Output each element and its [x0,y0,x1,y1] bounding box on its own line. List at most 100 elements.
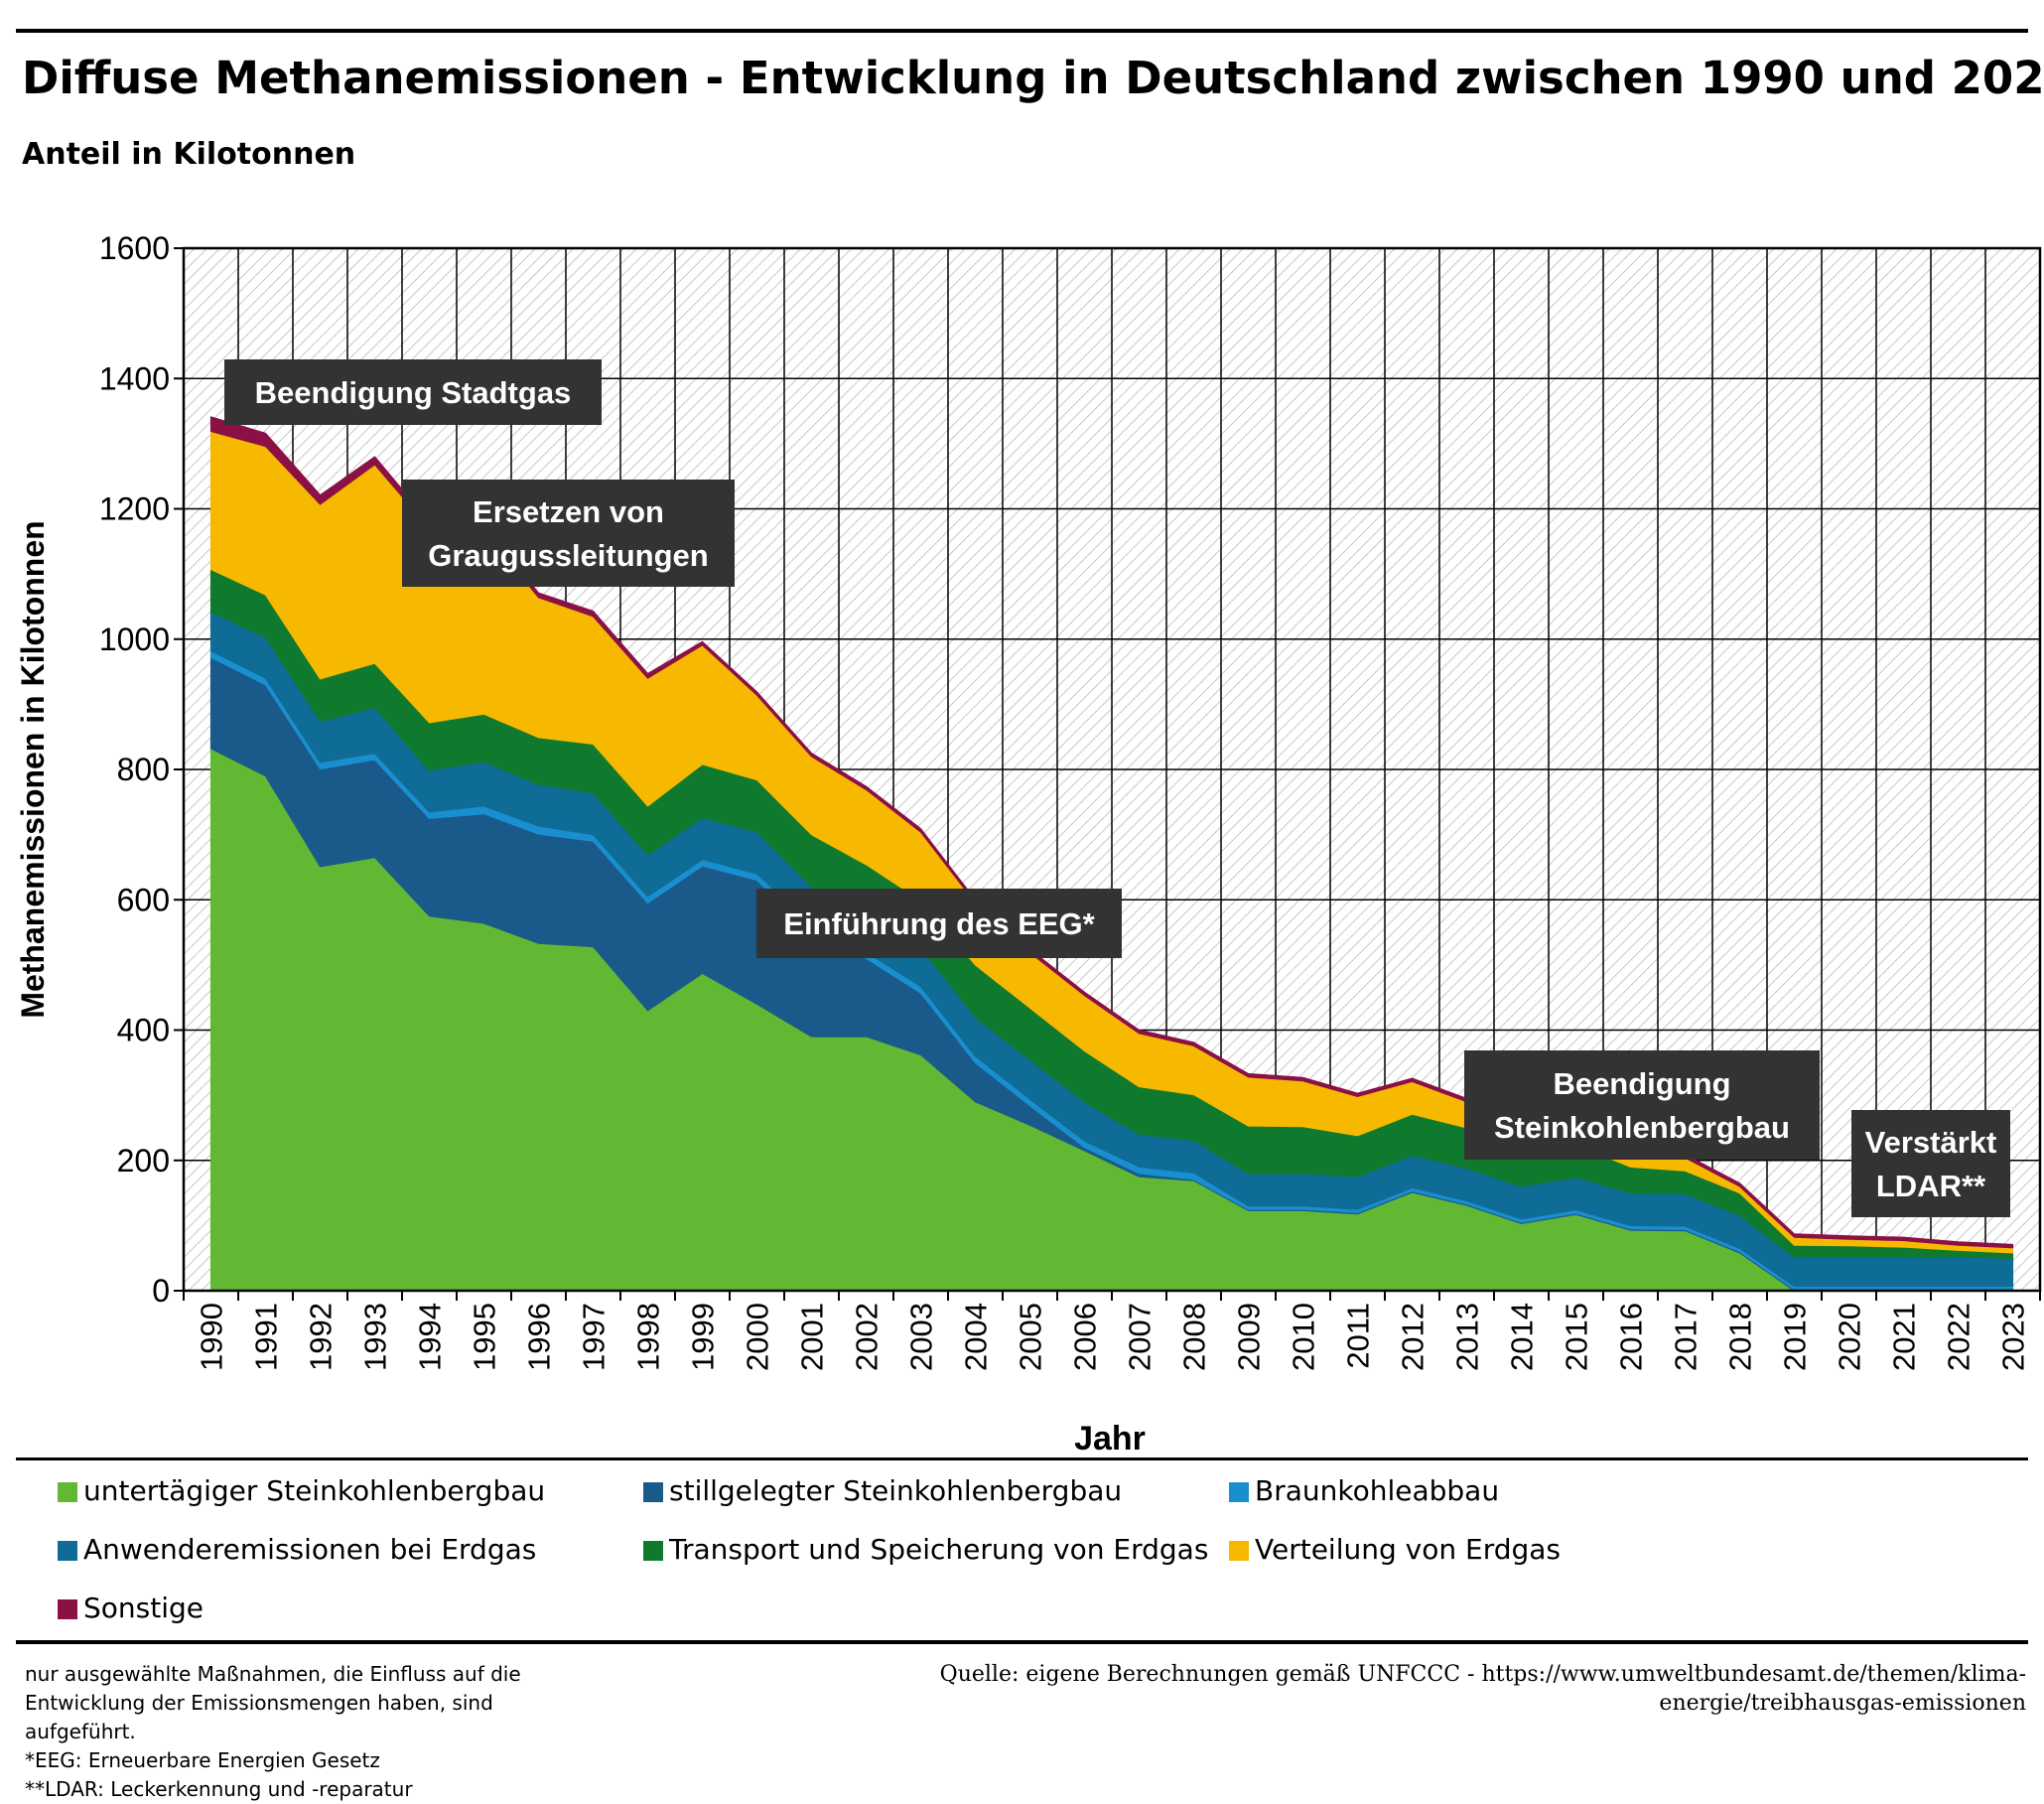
annotation-text: LDAR** [1876,1169,1986,1203]
annotation-background [1851,1110,2010,1217]
x-tick-label: 2016 [1614,1303,1649,1371]
y-tick-label: 400 [117,1013,170,1048]
x-tick-label: 2021 [1887,1303,1922,1371]
legend-swatch [643,1482,663,1502]
legend-bottom-rule [16,1640,2028,1644]
legend-item-anwenderemissionen: Anwenderemissionen bei Erdgas [58,1533,536,1566]
x-tick-label: 2014 [1505,1303,1540,1371]
source-line: Quelle: eigene Berechnungen gemäß UNFCCC… [939,1662,2026,1687]
legend-item-stillgelegter-steinkohlenbergbau: stillgelegter Steinkohlenbergbau [643,1474,1122,1507]
legend-swatch [1229,1541,1249,1561]
y-axis-label: Methanemissionen in Kilotonnen [15,520,51,1018]
annotation-box: Ersetzen von Graugussleitungen [402,480,735,587]
x-tick-label: 2002 [850,1303,885,1371]
legend-top-rule [16,1457,2028,1460]
y-tick-label: 1400 [99,360,170,396]
legend-swatch [643,1541,663,1561]
legend-item-sonstige: Sonstige [58,1592,204,1624]
y-axis-ticks: 0 200 400 600 800 1000 1200 1400 1600 [99,230,184,1309]
y-tick-label: 1600 [99,230,170,266]
annotation-text: Steinkohlenbergbau [1494,1110,1790,1145]
x-tick-label: 1998 [631,1303,666,1371]
x-tick-label: 1999 [686,1303,721,1371]
x-tick-label: 2000 [741,1303,775,1371]
annotation-boxes: Beendigung Stadtgas Ersetzen von Graugussl… [224,359,2010,1217]
y-tick-label: 800 [117,752,170,787]
x-tick-label: 1992 [304,1303,339,1371]
legend-item-braunkohleabbau: Braunkohleabbau [1229,1474,1499,1507]
x-tick-label: 2001 [795,1303,830,1371]
annotation-box: Einführung des EEG* [756,889,1122,958]
x-tick-label: 2023 [1996,1303,2031,1371]
annotation-box: Beendigung Steinkohlenbergbau [1464,1050,1820,1160]
x-tick-label: 2022 [1942,1303,1976,1371]
x-tick-label: 2012 [1396,1303,1431,1371]
x-tick-label: 1990 [195,1303,229,1371]
x-tick-label: 1997 [577,1303,612,1371]
annotation-text: Beendigung Stadtgas [255,375,572,410]
legend-label: Transport und Speicherung von Erdgas [669,1533,1209,1566]
legend-item-transport-speicherung: Transport und Speicherung von Erdgas [643,1533,1208,1566]
x-tick-label: 2019 [1778,1303,1813,1371]
annotation-background [224,359,602,425]
legend-swatch [58,1482,77,1502]
annotation-background [756,889,1122,958]
footnote-line: **LDAR: Leckerkennung und -reparatur [25,1777,413,1801]
footnote-line: *EEG: Erneuerbare Energien Gesetz [25,1748,380,1772]
legend-swatch [58,1599,77,1619]
top-rule [16,29,2028,33]
x-axis-label: Jahr [1074,1420,1146,1457]
x-tick-label: 2003 [904,1303,939,1371]
x-tick-label: 2017 [1669,1303,1703,1371]
footnote-line: aufgeführt. [25,1720,136,1743]
legend-label: Verteilung von Erdgas [1255,1533,1561,1566]
y-tick-label: 600 [117,882,170,917]
x-axis-ticks: 1990 1991 1992 1993 1994 1995 1996 1997 1998 1999… [183,1291,2041,1371]
x-tick-label: 2009 [1232,1303,1267,1371]
legend-item-untertaegiger-steinkohlenbergbau: untertägiger Steinkohlenbergbau [58,1474,545,1507]
x-tick-label: 1994 [413,1303,448,1371]
x-tick-label: 1995 [468,1303,502,1371]
footnotes: nur ausgewählte Maßnahmen, die Einfluss … [25,1660,561,1804]
x-tick-label: 1996 [522,1303,557,1371]
legend-label: stillgelegter Steinkohlenbergbau [669,1474,1123,1507]
y-tick-label: 200 [117,1143,170,1179]
annotation-background [402,480,735,587]
x-tick-label: 2015 [1560,1303,1594,1371]
source-note: Quelle: eigene Berechnungen gemäß UNFCCC… [934,1660,2026,1718]
x-tick-label: 2020 [1833,1303,1867,1371]
annotation-text: Ersetzen von [473,494,664,529]
x-tick-label: 2006 [1068,1303,1103,1371]
source-line: energie/treibhausgas-emissionen [1659,1691,2026,1716]
x-tick-label: 2005 [1014,1303,1048,1371]
area-sonstige [209,416,2014,1249]
annotation-box: Beendigung Stadtgas [224,359,602,425]
y-tick-label: 1200 [99,491,170,527]
legend-label: Braunkohleabbau [1255,1474,1500,1507]
x-tick-label: 2007 [1123,1303,1158,1371]
annotation-text: Graugussleitungen [428,538,708,573]
annotation-text: Beendigung [1553,1066,1730,1101]
x-tick-label: 1993 [358,1303,393,1371]
x-tick-label: 2010 [1287,1303,1321,1371]
chart-subtitle: Anteil in Kilotonnen [22,137,356,172]
legend-item-verteilung-erdgas: Verteilung von Erdgas [1229,1533,1561,1566]
legend-swatch [58,1541,77,1561]
x-tick-label: 2004 [959,1303,994,1371]
annotation-background [1464,1050,1820,1160]
x-tick-label: 2013 [1450,1303,1485,1371]
chart-title: Diffuse Methanemissionen - Entwicklung i… [22,52,2044,104]
x-tick-label: 1991 [249,1303,284,1371]
footnote-line: nur ausgewählte Maßnahmen, die Einfluss … [25,1662,521,1686]
footnote-line: Entwicklung der Emissionsmengen haben, s… [25,1691,493,1715]
y-tick-label: 1000 [99,622,170,657]
legend-swatch [1229,1482,1249,1502]
y-tick-label: 0 [152,1273,170,1309]
annotation-text: Einführung des EEG* [783,906,1095,941]
x-tick-label: 2008 [1177,1303,1212,1371]
legend-label: Anwenderemissionen bei Erdgas [83,1533,537,1566]
x-tick-label: 2011 [1341,1303,1376,1369]
legend-label: Sonstige [83,1592,204,1624]
legend-label: untertägiger Steinkohlenbergbau [83,1474,546,1507]
